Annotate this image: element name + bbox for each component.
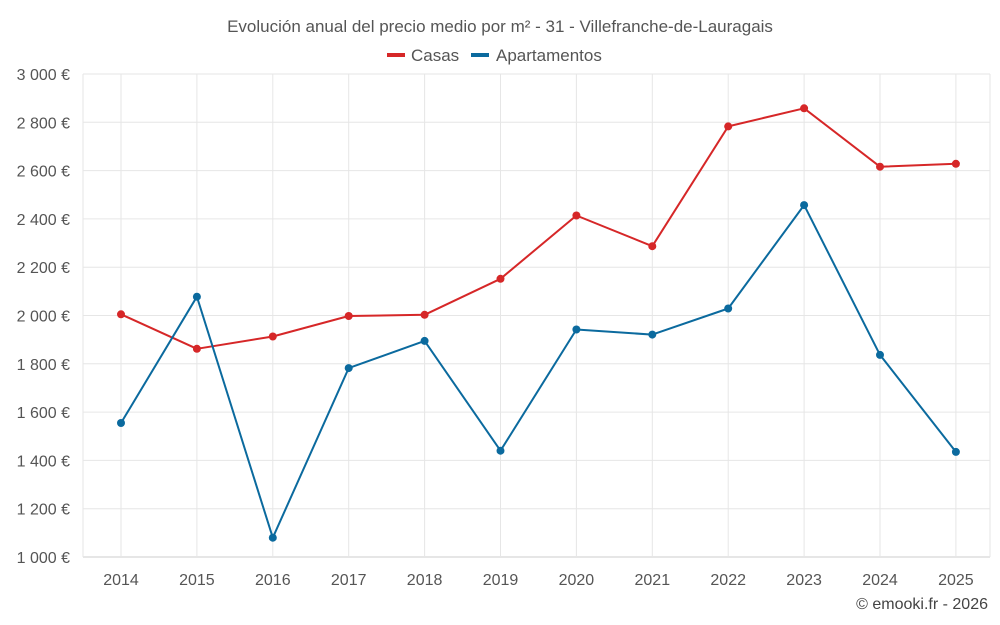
data-point-apartamentos[interactable] bbox=[800, 201, 809, 210]
data-point-casas[interactable] bbox=[496, 274, 505, 283]
x-tick-label: 2021 bbox=[635, 572, 671, 589]
x-tick-label: 2023 bbox=[786, 572, 822, 589]
data-point-casas[interactable] bbox=[572, 211, 581, 220]
x-tick-label: 2025 bbox=[938, 572, 974, 589]
y-tick-label: 2 000 € bbox=[17, 309, 70, 326]
x-tick-label: 2020 bbox=[559, 572, 595, 589]
data-point-apartamentos[interactable] bbox=[117, 419, 125, 427]
x-tick-label: 2022 bbox=[710, 572, 746, 589]
data-point-casas[interactable] bbox=[344, 312, 353, 320]
data-point-apartamentos[interactable] bbox=[420, 336, 429, 345]
legend: Casas Apartamentos bbox=[387, 46, 602, 65]
x-tick-label: 2024 bbox=[862, 572, 898, 589]
data-point-apartamentos[interactable] bbox=[572, 325, 581, 334]
y-tick-label: 2 400 € bbox=[17, 212, 70, 229]
data-point-apartamentos[interactable] bbox=[268, 533, 277, 542]
data-point-casas[interactable] bbox=[876, 162, 884, 171]
data-point-apartamentos[interactable] bbox=[876, 350, 884, 359]
x-tick-label: 2017 bbox=[331, 572, 367, 589]
legend-label-casas: Casas bbox=[411, 46, 459, 65]
data-point-casas[interactable] bbox=[268, 332, 277, 341]
data-point-casas[interactable] bbox=[724, 122, 733, 131]
x-tick-label: 2014 bbox=[103, 572, 139, 589]
x-axis-ticks: 2014 2015 2016 2017 2018 2019 2020 2021 2022 2023… bbox=[103, 572, 974, 589]
data-point-casas[interactable] bbox=[800, 104, 809, 113]
y-tick-label: 2 200 € bbox=[17, 260, 70, 277]
data-point-apartamentos[interactable] bbox=[496, 446, 505, 455]
legend-item-apartamentos[interactable]: Apartamentos bbox=[471, 46, 602, 65]
credit-text: © emooki.fr - 2026 bbox=[856, 596, 988, 613]
data-point-casas[interactable] bbox=[117, 310, 125, 319]
series-group bbox=[117, 104, 960, 542]
data-point-casas[interactable] bbox=[648, 242, 657, 251]
y-tick-label: 1 600 € bbox=[17, 405, 70, 422]
y-tick-label: 3 000 € bbox=[17, 67, 70, 84]
y-axis-ticks: 1 000 € 1 200 € 1 400 € 1 600 € 1 800 € 2 000… bbox=[17, 67, 70, 567]
x-tick-label: 2015 bbox=[179, 572, 215, 589]
data-point-casas[interactable] bbox=[192, 344, 201, 353]
x-tick-label: 2016 bbox=[255, 572, 291, 589]
series-line-casas bbox=[120, 107, 956, 350]
legend-label-apartamentos: Apartamentos bbox=[496, 46, 602, 65]
x-tick-label: 2018 bbox=[407, 572, 443, 589]
y-tick-label: 2 600 € bbox=[17, 164, 70, 181]
legend-item-casas[interactable]: Casas bbox=[387, 46, 459, 65]
x-tick-label: 2019 bbox=[483, 572, 519, 589]
y-tick-label: 2 800 € bbox=[17, 115, 70, 132]
data-point-apartamentos[interactable] bbox=[192, 292, 201, 301]
series-line-apartamentos bbox=[120, 204, 957, 539]
chart-title: Evolución anual del precio medio por m² … bbox=[227, 17, 773, 36]
data-point-apartamentos[interactable] bbox=[951, 447, 960, 456]
y-tick-label: 1 000 € bbox=[17, 550, 70, 567]
data-point-casas[interactable] bbox=[420, 310, 429, 319]
y-tick-label: 1 400 € bbox=[17, 453, 70, 470]
data-point-casas[interactable] bbox=[951, 159, 960, 168]
y-tick-label: 1 200 € bbox=[17, 502, 70, 519]
data-point-apartamentos[interactable] bbox=[648, 330, 657, 339]
data-point-apartamentos[interactable] bbox=[724, 304, 733, 313]
y-tick-label: 1 800 € bbox=[17, 357, 70, 374]
data-point-apartamentos[interactable] bbox=[344, 364, 353, 373]
